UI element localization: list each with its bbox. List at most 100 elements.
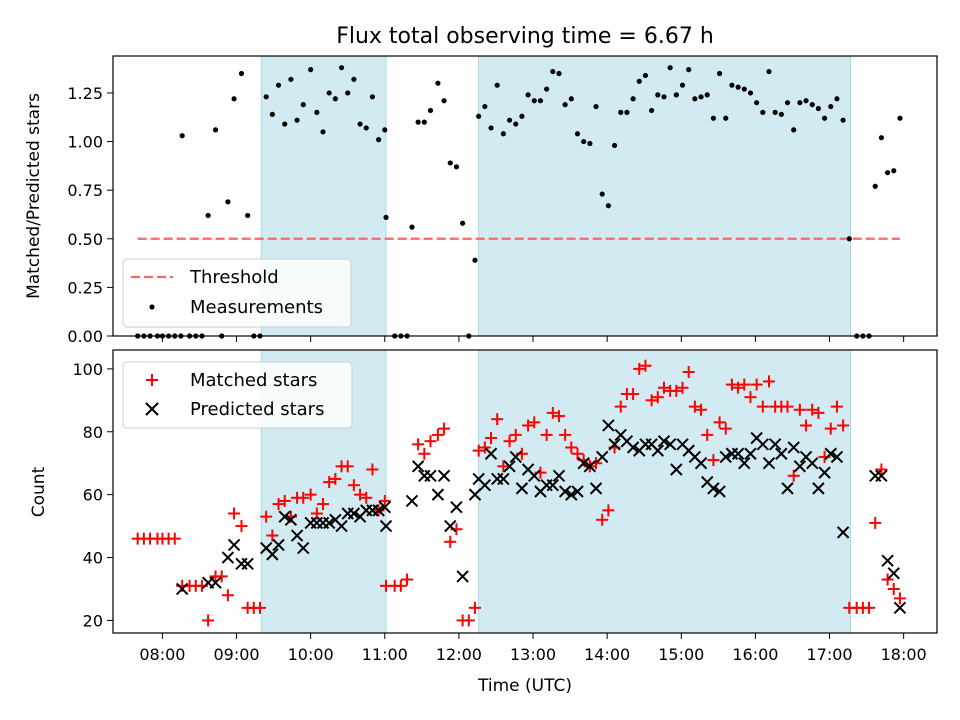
measurement-point: [288, 76, 294, 82]
measurement-point: [383, 214, 389, 220]
measurement-point: [568, 96, 574, 102]
matched-star-point: [254, 601, 267, 614]
measurement-point: [263, 94, 269, 100]
matched-star-point: [701, 428, 714, 441]
matched-star-point: [366, 463, 379, 476]
predicted-star-point: [893, 601, 907, 615]
predicted-star-point: [565, 488, 578, 501]
legend-measurement-label: Measurements: [190, 297, 323, 318]
measurement-point: [791, 127, 797, 133]
predicted-star-point: [322, 516, 336, 530]
matched-star-point: [633, 362, 646, 375]
bottom-ylabel: Count: [29, 466, 49, 517]
predicted-star-point: [818, 466, 831, 479]
measurement-point: [846, 236, 852, 242]
measurement-point: [729, 82, 735, 88]
legend-threshold-label: Threshold: [189, 267, 279, 288]
measurement-point: [282, 121, 288, 127]
predicted-star-point: [272, 538, 285, 552]
measurement-point: [332, 96, 338, 102]
measurement-point: [611, 142, 618, 149]
predicted-star-point: [405, 494, 419, 508]
predicted-star-point: [793, 460, 807, 473]
x-tick-label: 13:00: [510, 645, 556, 664]
y-tick-label: 60: [83, 486, 103, 505]
predicted-star-point: [589, 482, 603, 495]
measurement-point: [784, 100, 791, 106]
measurement-point: [686, 67, 692, 73]
measurement-point: [599, 191, 605, 197]
measurement-point: [815, 105, 822, 112]
y-tick-label: 1.25: [67, 84, 103, 103]
matched-star-point: [830, 400, 843, 413]
legend-matched-swatch: [146, 374, 158, 386]
predicted-star-point: [694, 456, 708, 470]
predicted-star-point: [781, 482, 794, 495]
predicted-star-point: [503, 460, 516, 473]
measurement-point: [587, 140, 593, 147]
measurement-point: [630, 96, 636, 102]
matched-star-point: [468, 601, 481, 614]
y-tick-label: 1.00: [67, 133, 103, 152]
top-legend: Threshold Measurements: [122, 258, 352, 328]
matched-star-point: [424, 435, 437, 448]
matched-star-point: [688, 400, 701, 413]
matched-star-point: [713, 416, 726, 429]
matched-star-point: [559, 428, 572, 441]
measurement-point: [778, 111, 784, 117]
predicted-star-point: [468, 488, 482, 501]
predicted-star-point: [583, 460, 597, 473]
predicted-star-point: [509, 450, 522, 464]
matched-star-point: [738, 378, 751, 391]
matched-star-point: [863, 601, 876, 614]
predicted-star-point: [379, 519, 393, 533]
measurement-point: [556, 70, 562, 77]
matched-star-point: [462, 614, 475, 627]
measurement-point: [363, 125, 369, 131]
measurement-point: [605, 203, 611, 209]
predicted-star-point: [558, 485, 572, 498]
matched-star-point: [670, 384, 683, 397]
predicted-star-point: [335, 519, 348, 533]
top-panel: 0.00 0.25 0.50 0.75 1.00 1.25 Matched/Predict…: [24, 55, 938, 346]
x-tick-label: 10:00: [288, 645, 334, 664]
measurement-point: [667, 65, 673, 71]
predicted-star-point: [450, 501, 463, 514]
matched-star-point: [509, 428, 522, 441]
matched-star-point: [806, 403, 819, 416]
measurement-point: [460, 220, 466, 226]
measurement-point: [735, 84, 741, 90]
predicted-star-point: [787, 441, 800, 454]
measurement-point: [441, 98, 447, 104]
measurement-point: [231, 96, 237, 102]
measurement-point: [710, 115, 716, 121]
predicted-star-point: [824, 447, 837, 460]
x-tick-label: 14:00: [584, 645, 630, 664]
matched-star-point: [438, 422, 451, 435]
measurement-point: [488, 125, 494, 131]
measurement-point: [803, 98, 809, 104]
matched-star-point: [522, 419, 535, 432]
matched-star-point: [614, 400, 627, 413]
matched-star-point: [732, 381, 745, 394]
matched-star-point: [497, 460, 510, 473]
measurement-point: [581, 138, 587, 145]
measurement-point: [415, 119, 421, 125]
predicted-star-point: [278, 510, 291, 523]
matched-star-point: [266, 529, 279, 542]
predicted-star-point: [528, 469, 541, 482]
matched-star-point: [485, 432, 498, 445]
measurement-point: [472, 257, 478, 263]
legend-measurement-swatch: [149, 304, 155, 310]
measurement-point: [513, 121, 519, 127]
predicted-star-point: [378, 501, 391, 514]
y-tick-label: 0.50: [67, 230, 103, 249]
measurement-point: [338, 65, 345, 71]
measurement-point: [525, 92, 531, 98]
predicted-star-point: [744, 447, 757, 460]
y-tick-label: 40: [83, 549, 103, 568]
measurement-point: [698, 94, 704, 100]
predicted-star-point: [713, 485, 726, 498]
matched-star-point: [824, 422, 837, 435]
predicted-star-point: [175, 582, 189, 596]
